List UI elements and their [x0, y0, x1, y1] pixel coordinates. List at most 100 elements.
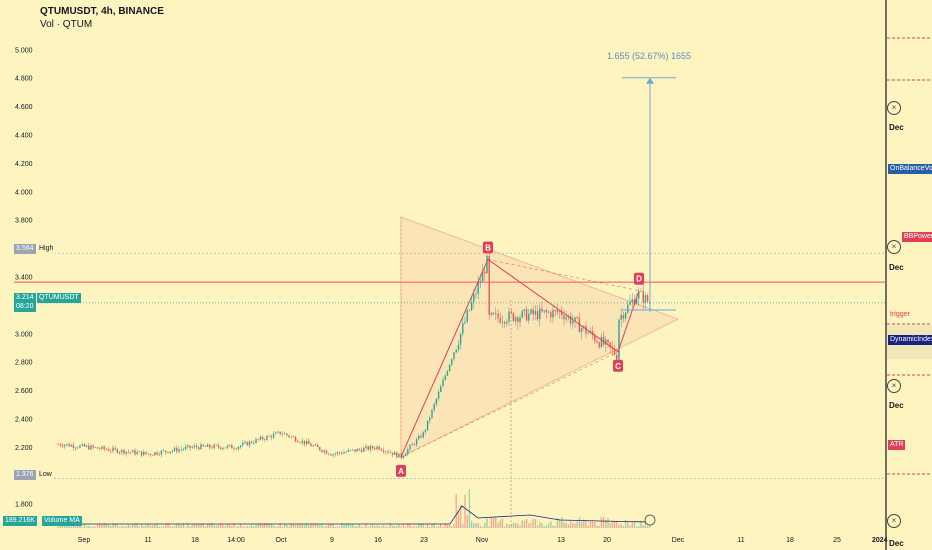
volume-bar	[292, 524, 295, 528]
obv-label[interactable]: OnBalanceVolu	[888, 164, 932, 174]
volume-bar	[609, 523, 611, 528]
volume-ma-label: Volume MA	[42, 516, 82, 526]
candle-body	[402, 456, 405, 458]
candle-body	[356, 448, 358, 452]
candle-body	[596, 341, 598, 343]
volume-bar	[382, 525, 385, 528]
candle-body	[358, 448, 361, 450]
volume-bar	[629, 525, 631, 528]
volume-bar	[376, 525, 378, 528]
volume-bar	[354, 526, 356, 528]
volume-bar	[536, 525, 539, 528]
candle-body	[545, 310, 548, 313]
candle-body	[312, 445, 314, 447]
candle-body	[624, 312, 627, 319]
volume-bar	[488, 526, 490, 528]
volume-bar	[270, 524, 273, 528]
volume-bar	[437, 526, 440, 528]
candle-body	[200, 444, 202, 450]
candle-body	[323, 450, 325, 453]
volume-bar	[600, 517, 603, 528]
volume-bar	[407, 523, 409, 528]
volume-bar	[576, 521, 578, 528]
candle-body	[191, 447, 193, 448]
panel-toggle-icon[interactable]: ×	[887, 514, 901, 528]
volume-bar	[475, 523, 477, 528]
volume-bar	[147, 523, 149, 528]
volume-bar	[512, 522, 515, 528]
volume-bar	[393, 526, 396, 528]
panel-toggle-icon[interactable]: ×	[887, 101, 901, 115]
volume-bar	[184, 526, 187, 528]
volume-bar	[508, 524, 510, 528]
volume-bar	[242, 526, 244, 528]
volume-bar	[435, 526, 438, 528]
volume-bar	[521, 520, 523, 528]
volume-bar	[442, 526, 444, 528]
pattern-point-marker	[396, 464, 406, 477]
candle-body	[338, 452, 341, 454]
dynamic-index-label[interactable]: DynamicIndex	[888, 335, 932, 345]
y-tick-label: 2.400	[15, 417, 33, 424]
y-tick-label: 3.400	[15, 275, 33, 282]
candle-body	[134, 450, 136, 455]
candle-body	[488, 255, 490, 315]
candle-body	[349, 449, 352, 451]
volume-bar	[481, 526, 484, 528]
candle-body	[83, 444, 86, 447]
volume-bar	[268, 524, 270, 528]
volume-bar	[290, 523, 292, 528]
candle-body	[508, 311, 510, 322]
volume-bar	[466, 515, 468, 528]
candle-body	[437, 391, 440, 399]
candle-body	[415, 439, 418, 445]
candle-body	[332, 454, 334, 456]
candle-body	[407, 449, 409, 455]
candle-body	[233, 448, 235, 449]
volume-bar	[213, 525, 215, 528]
volume-bar	[323, 526, 325, 528]
candle-body	[57, 444, 59, 445]
volume-bar	[422, 523, 424, 528]
candle-body	[418, 435, 420, 440]
panel-toggle-icon[interactable]: ×	[887, 240, 901, 254]
y-tick-label: 4.800	[15, 76, 33, 83]
x-tick-label: 20	[603, 537, 611, 544]
candle-body	[563, 315, 565, 320]
candle-body	[171, 450, 174, 452]
volume-bar	[228, 524, 231, 528]
trigger-label[interactable]: trigger	[888, 310, 912, 320]
candle-body	[429, 417, 431, 421]
volume-bar	[622, 525, 625, 528]
candle-body	[602, 336, 605, 345]
volume-bar	[235, 526, 237, 528]
symbol-label: QTUMUSDT	[37, 293, 81, 303]
volume-bar	[294, 525, 297, 528]
candle-body	[211, 447, 213, 449]
candle-body	[294, 437, 297, 442]
candle-body	[129, 452, 132, 453]
candle-body	[94, 447, 97, 448]
atr-label[interactable]: ATR	[888, 440, 906, 450]
volume-bars-group	[57, 489, 651, 528]
volume-bar	[77, 525, 79, 528]
candle-body	[301, 440, 303, 443]
volume-bar	[246, 525, 248, 528]
candle-body	[213, 444, 215, 449]
pane-date-label: Dec	[889, 123, 904, 132]
bbpower-label[interactable]: BBPower	[902, 232, 932, 242]
panel-toggle-icon[interactable]: ×	[887, 379, 901, 393]
volume-bar	[297, 524, 299, 528]
candle-body	[66, 444, 68, 446]
countdown-tag: 08:20	[14, 302, 36, 312]
candle-body	[598, 342, 600, 348]
candle-body	[303, 440, 306, 445]
candle-body	[308, 440, 310, 444]
volume-bar	[411, 526, 413, 528]
volume-bar	[202, 523, 204, 528]
volume-ma-line	[58, 505, 651, 525]
pattern-point-label: B	[485, 243, 491, 252]
candle-body	[257, 439, 259, 440]
candle-body	[455, 349, 457, 353]
